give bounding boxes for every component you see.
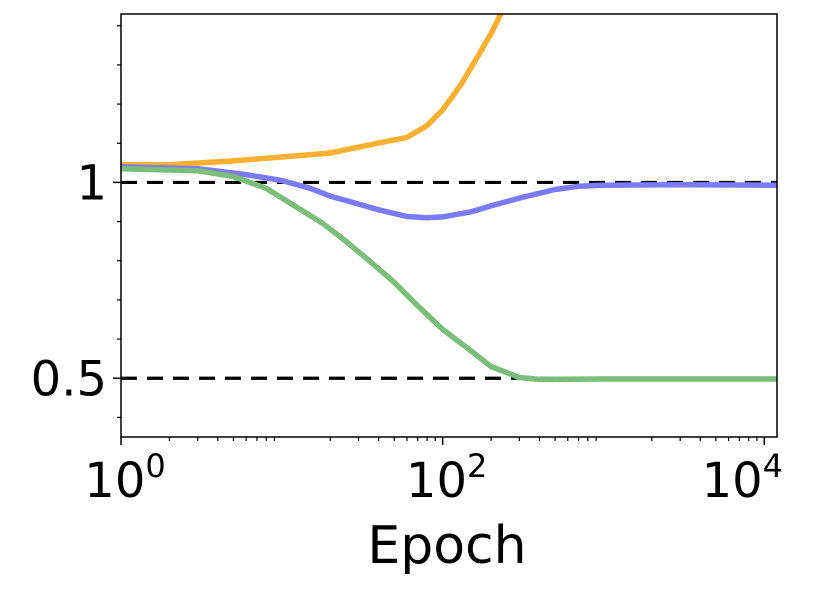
x-tick-label: 102: [406, 447, 487, 509]
x-tick-label: 104: [702, 447, 783, 509]
plot-frame: [120, 13, 778, 438]
reference-lines: [121, 180, 777, 380]
series-line-0: [121, 14, 504, 168]
y-tick-label: 0.5: [31, 351, 107, 407]
series-lines: [121, 14, 777, 383]
x-axis-label: Epoch: [367, 516, 526, 576]
series-line-1: [121, 164, 777, 221]
y-axis: 0.51: [31, 25, 121, 419]
x-axis: 100 102 104: [84, 437, 783, 509]
x-tick-label: 100: [84, 447, 165, 509]
series-line-2: [121, 165, 777, 383]
y-tick-label: 1: [76, 155, 107, 211]
